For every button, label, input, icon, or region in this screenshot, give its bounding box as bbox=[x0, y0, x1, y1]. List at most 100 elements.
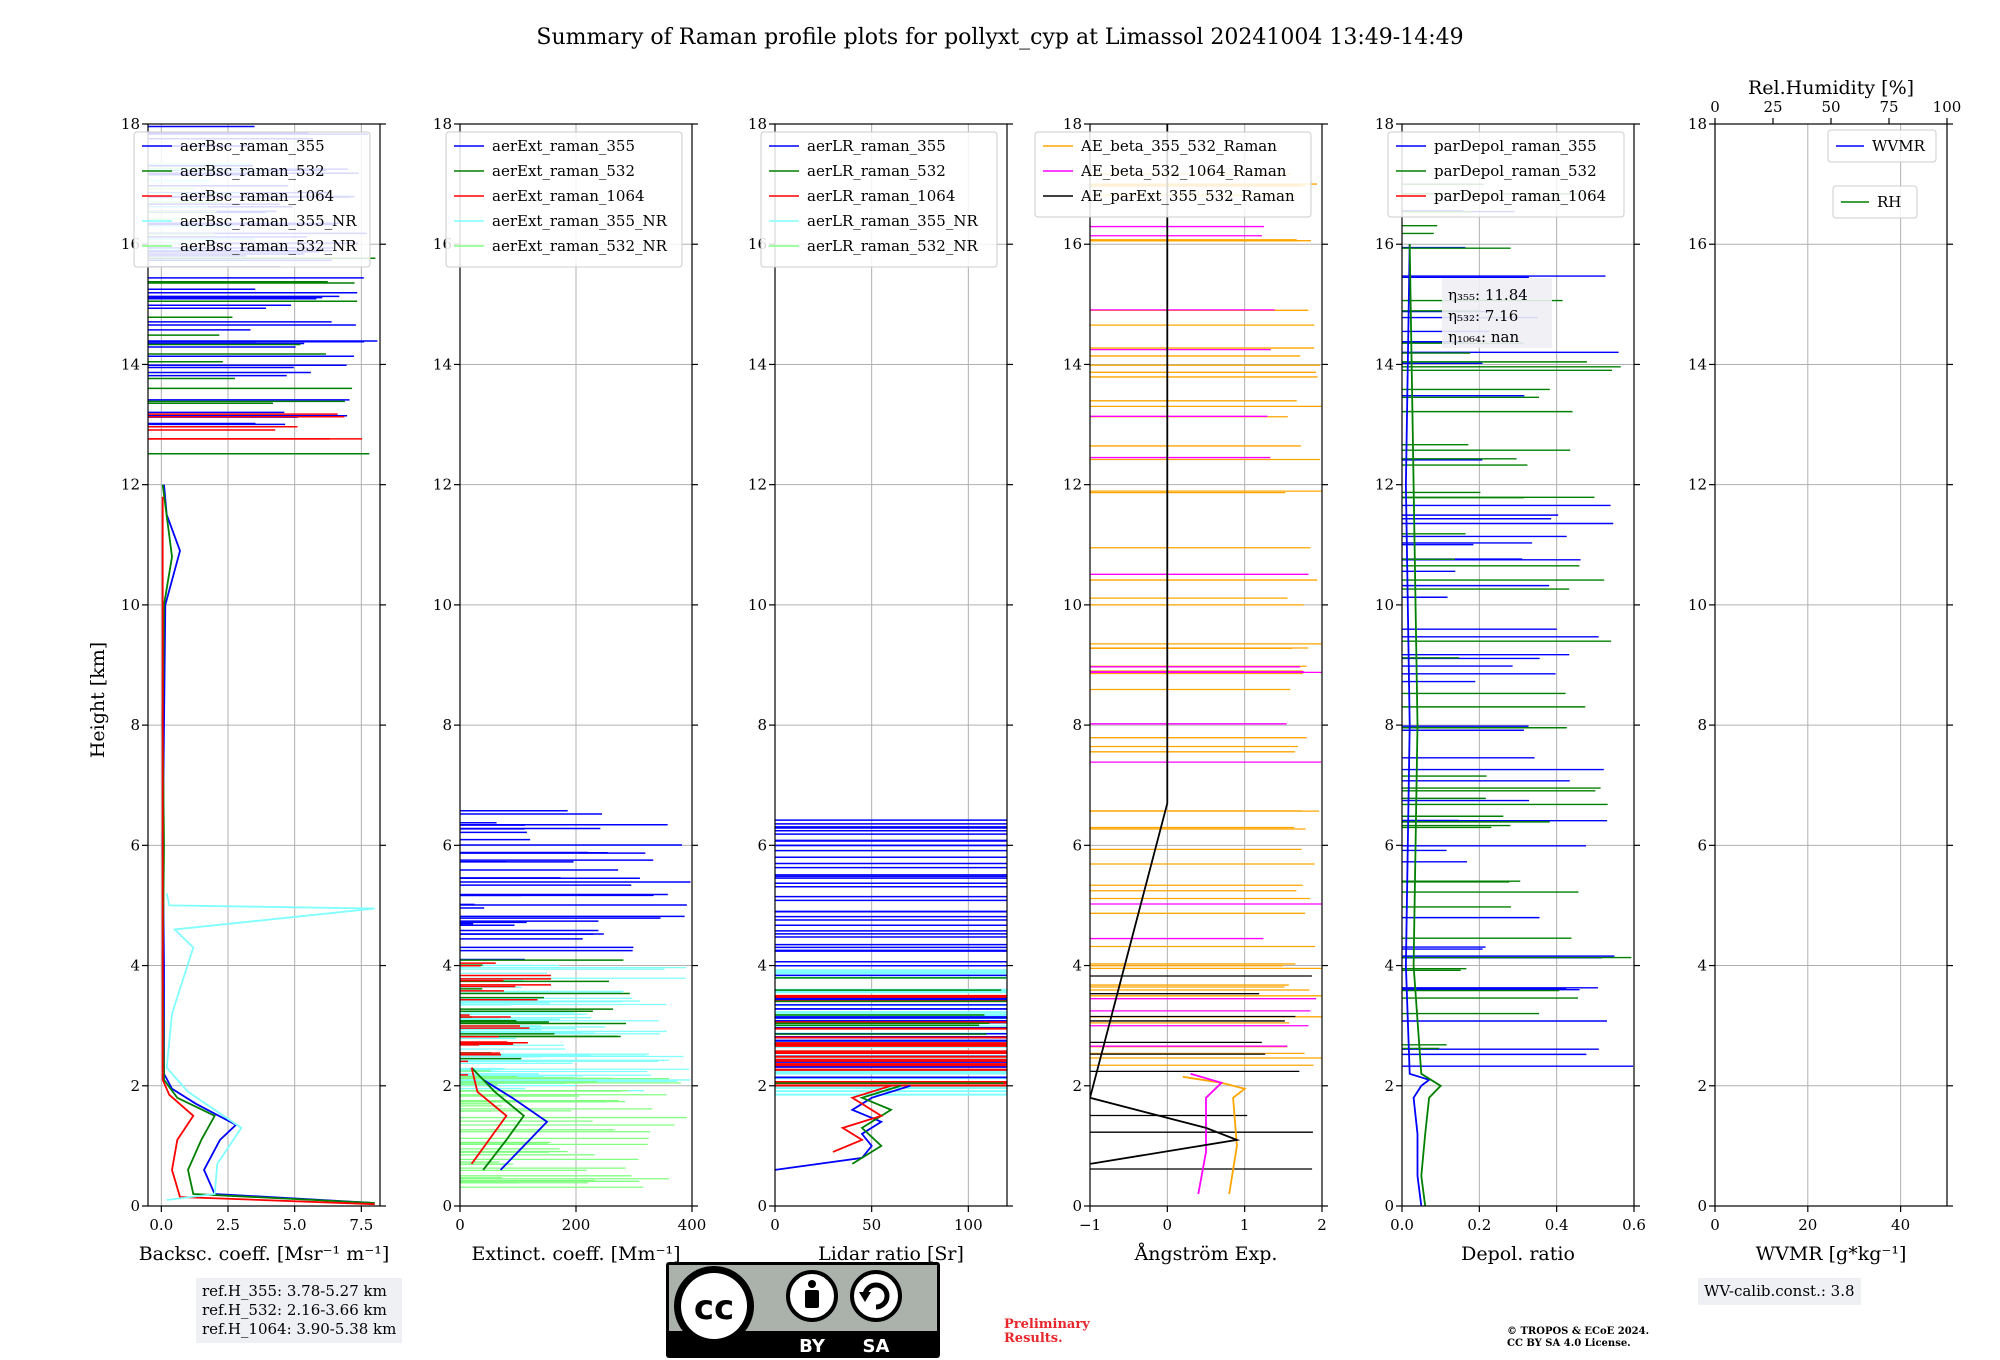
y-tick-label: 4 bbox=[1072, 957, 1082, 975]
plot-area-lr bbox=[775, 819, 1007, 1171]
x-tick-label: 100 bbox=[954, 1216, 983, 1234]
x-tick-label: 5.0 bbox=[283, 1216, 307, 1234]
legend-box bbox=[1832, 185, 1918, 219]
y-tick-label: 0 bbox=[442, 1197, 452, 1215]
legend-entry: aerExt_raman_532_NR bbox=[492, 237, 668, 255]
x-tick-label: −1 bbox=[1079, 1216, 1101, 1234]
y-tick-label: 14 bbox=[1063, 355, 1082, 373]
series-depol-1 bbox=[1408, 244, 1443, 1206]
axes-frame-depol bbox=[1401, 123, 1635, 1207]
wv-calib-const: WV-calib.const.: 3.8 bbox=[1704, 1282, 1855, 1300]
y-tick-label: 14 bbox=[1688, 355, 1707, 373]
series-ext-0 bbox=[482, 1079, 549, 1171]
y-tick-label: 14 bbox=[1375, 355, 1394, 373]
y-tick-label: 2 bbox=[130, 1077, 140, 1095]
series-bsc-1 bbox=[161, 484, 375, 1204]
legend-box bbox=[445, 131, 683, 268]
legend-ae: AE_beta_355_532_Raman AE_beta_532_1064_Ra… bbox=[1034, 131, 1312, 218]
cc-by-label: BY bbox=[799, 1336, 826, 1357]
y-tick-label: 12 bbox=[1063, 476, 1082, 494]
x-tick-label: 0.0 bbox=[1390, 1216, 1414, 1234]
legend-entry: aerExt_raman_532 bbox=[492, 162, 635, 180]
plot-area-ae bbox=[1090, 124, 1322, 1195]
legend-entry: aerLR_raman_355 bbox=[807, 137, 946, 155]
x-tick-label: 0 bbox=[1710, 1216, 1720, 1234]
legend-box bbox=[1034, 131, 1312, 218]
legend-entry: aerLR_raman_532 bbox=[807, 162, 946, 180]
y-tick-label: 4 bbox=[1384, 957, 1394, 975]
x-axis-label-bsc: Backsc. coeff. [Msr⁻¹ m⁻¹] bbox=[139, 1243, 390, 1265]
y-tick-label: 6 bbox=[757, 836, 767, 854]
y-tick-label: 4 bbox=[442, 957, 452, 975]
plot-area-ext bbox=[460, 810, 691, 1188]
y-tick-label: 2 bbox=[1072, 1077, 1082, 1095]
legend-entry: aerBsc_raman_1064 bbox=[180, 187, 334, 205]
y-tick-label: 8 bbox=[1697, 716, 1707, 734]
x-tick-label: 0 bbox=[455, 1216, 465, 1234]
ref-h-1064: ref.H_1064: 3.90-5.38 km bbox=[202, 1320, 397, 1338]
depol-annotation: η₃₅₅: 11.84 η₅₃₂: 7.16 η₁₀₆₄: nan bbox=[1442, 278, 1552, 348]
legend-box bbox=[1387, 131, 1625, 218]
legend-bsc: aerBsc_raman_355 aerBsc_raman_532 aerBsc_r… bbox=[133, 131, 371, 268]
y-tick-label: 16 bbox=[1375, 235, 1394, 253]
legend-entry: aerExt_raman_1064 bbox=[492, 187, 645, 205]
preliminary-note: Preliminary Results. bbox=[1004, 1318, 1090, 1346]
y-tick-label: 6 bbox=[442, 836, 452, 854]
legend-entry: aerBsc_raman_355 bbox=[180, 137, 325, 155]
legend-depol: parDepol_raman_355 parDepol_raman_532 parD… bbox=[1387, 131, 1625, 218]
y-tick-label: 2 bbox=[1697, 1077, 1707, 1095]
x-tick-label: 0 bbox=[1163, 1216, 1173, 1234]
y-tick-label: 16 bbox=[1688, 235, 1707, 253]
reference-height-box: ref.H_355: 3.78-5.27 km ref.H_532: 2.16-… bbox=[196, 1278, 403, 1343]
legend-box bbox=[760, 131, 998, 268]
y-tick-label: 12 bbox=[121, 476, 140, 494]
y-tick-label: 12 bbox=[1688, 476, 1707, 494]
y-tick-label: 18 bbox=[1063, 115, 1082, 133]
y-tick-label: 8 bbox=[442, 716, 452, 734]
y-tick-label: 0 bbox=[757, 1197, 767, 1215]
y-tick-label: 0 bbox=[1384, 1197, 1394, 1215]
x-tick-label: 2.5 bbox=[216, 1216, 240, 1234]
legend-entry: WVMR bbox=[1872, 137, 1926, 155]
grid-bsc bbox=[148, 123, 380, 1207]
y-tick-label: 0 bbox=[1072, 1197, 1082, 1215]
y-tick-label: 10 bbox=[1063, 596, 1082, 614]
legend-entry: aerExt_raman_355_NR bbox=[492, 212, 668, 230]
y-tick-label: 14 bbox=[121, 355, 140, 373]
legend-entry: aerBsc_raman_355_NR bbox=[180, 212, 357, 230]
x-tick-label: 0.2 bbox=[1467, 1216, 1491, 1234]
top-x-tick-label: 25 bbox=[1763, 98, 1782, 116]
legend-ext: aerExt_raman_355 aerExt_raman_532 aerExt_r… bbox=[445, 131, 683, 268]
y-tick-label: 8 bbox=[1072, 716, 1082, 734]
legend-entry: AE_beta_355_532_Raman bbox=[1080, 137, 1277, 155]
y-tick-label: 10 bbox=[121, 596, 140, 614]
y-tick-label: 6 bbox=[1384, 836, 1394, 854]
cc-sa-label: SA bbox=[863, 1336, 890, 1357]
copyright-line-2: CC BY SA 4.0 License. bbox=[1507, 1338, 1631, 1349]
figure-title: Summary of Raman profile plots for polly… bbox=[536, 25, 1463, 50]
preliminary-line-1: Preliminary bbox=[1004, 1317, 1090, 1332]
y-tick-label: 2 bbox=[1384, 1077, 1394, 1095]
x-axis-label-ae: Ångström Exp. bbox=[1134, 1243, 1278, 1265]
y-tick-label: 10 bbox=[433, 596, 452, 614]
series-ae-2 bbox=[1090, 124, 1241, 1165]
cc-license-badge: cc BY SA bbox=[666, 1262, 940, 1358]
sa-icon-arc bbox=[862, 1282, 890, 1310]
x-axis-label-depol: Depol. ratio bbox=[1461, 1243, 1575, 1265]
plot-area-bsc bbox=[148, 125, 378, 1206]
y-tick-label: 10 bbox=[748, 596, 767, 614]
axes-frame-wv bbox=[1714, 123, 1948, 1207]
cc-circle-inner bbox=[681, 1273, 747, 1339]
series-bsc-2 bbox=[161, 496, 375, 1206]
legend-entry: aerLR_raman_355_NR bbox=[807, 212, 978, 230]
panel-depol: 0 2 4 6 8 10 12 14 16 18 0.0 0.2 0.4 0.6 Depol. ratio p… bbox=[1375, 115, 1646, 1265]
grid-wv bbox=[1714, 123, 1947, 1207]
annotation-line: η₃₅₅: 11.84 bbox=[1448, 286, 1528, 304]
x-tick-label: 0.4 bbox=[1545, 1216, 1569, 1234]
series-lr-1 bbox=[851, 1084, 901, 1165]
